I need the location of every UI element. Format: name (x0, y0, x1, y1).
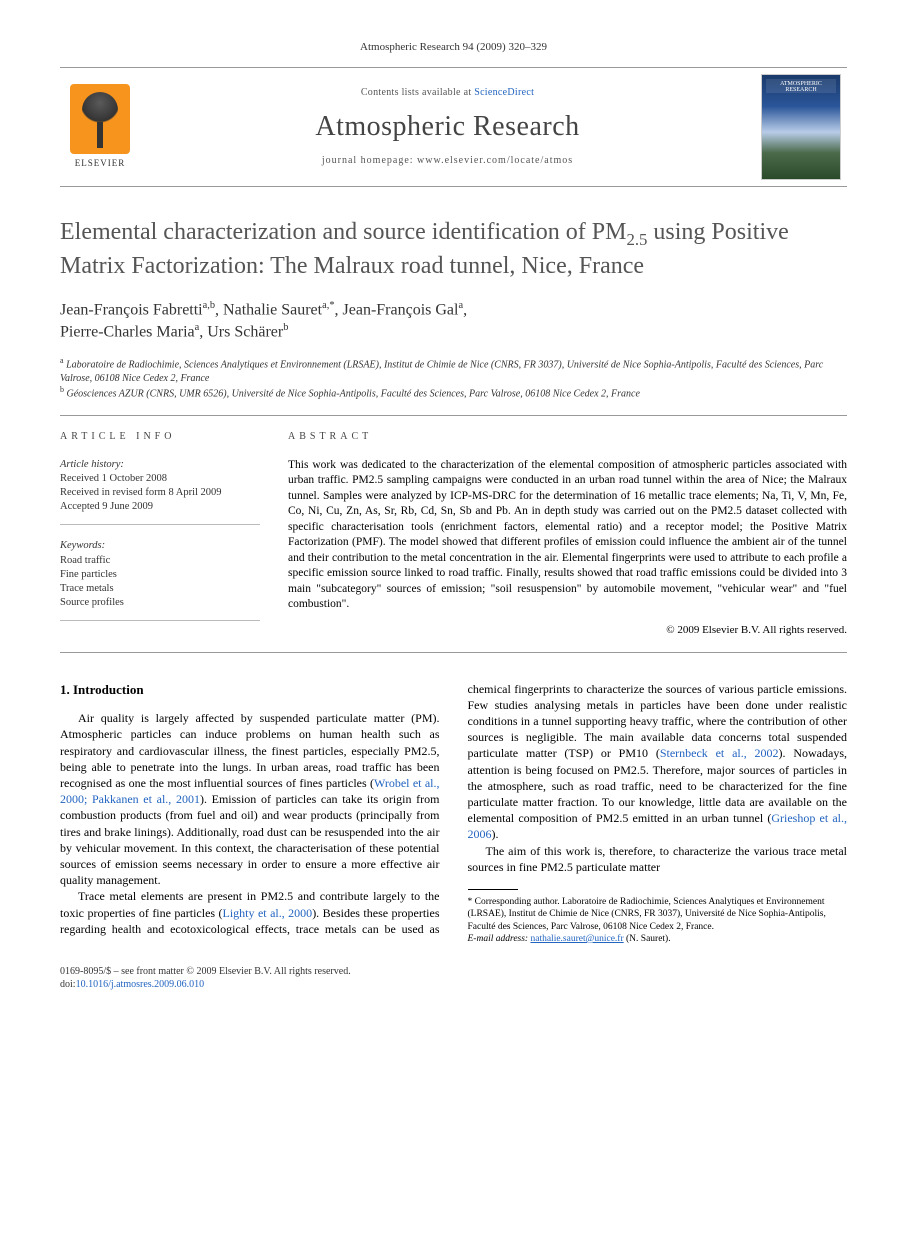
corresponding-author-footnote: * Corresponding author. Laboratoire de R… (468, 896, 848, 945)
author-affil-sup: a,b (203, 300, 215, 311)
author: Urs Schärer (207, 324, 283, 341)
running-header: Atmospheric Research 94 (2009) 320–329 (60, 40, 847, 55)
doi-label: doi: (60, 979, 76, 990)
divider (60, 652, 847, 653)
page-footer: 0169-8095/$ – see front matter © 2009 El… (60, 965, 847, 991)
affiliation: a Laboratoire de Radiochimie, Sciences A… (60, 356, 847, 385)
keyword: Source profiles (60, 596, 260, 610)
author: Pierre-Charles Maria (60, 324, 195, 341)
body-paragraph: Air quality is largely affected by suspe… (60, 710, 440, 888)
author-affil-sup: a (458, 300, 463, 311)
body-paragraph: The aim of this work is, therefore, to c… (468, 843, 848, 875)
footnote-email-label: E-mail address: (468, 934, 531, 944)
cover-label: ATMOSPHERIC RESEARCH (762, 79, 840, 96)
footnote-star: * (468, 897, 473, 907)
footnote-email-who: (N. Sauret). (624, 934, 671, 944)
corresponding-email-link[interactable]: nathalie.sauret@unice.fr (530, 934, 623, 944)
affil-sup: b (60, 385, 64, 394)
footnote-separator (468, 889, 518, 890)
copyright-line: © 2009 Elsevier B.V. All rights reserved… (288, 623, 847, 638)
affil-sup: a (60, 356, 64, 365)
masthead: ELSEVIER Contents lists available at Sci… (60, 67, 847, 187)
author-affil-sup: a,* (322, 300, 334, 311)
elsevier-logo: ELSEVIER (60, 68, 140, 186)
journal-name: Atmospheric Research (140, 108, 755, 146)
abstract-text: This work was dedicated to the character… (288, 458, 847, 613)
body-text: ). Emission of particles can take its or… (60, 792, 440, 887)
author: Jean-François Gal (343, 301, 459, 318)
history-line: Accepted 9 June 2009 (60, 500, 260, 514)
divider (60, 415, 847, 416)
citation-link[interactable]: Lighty et al., 2000 (223, 906, 313, 920)
homepage-url[interactable]: www.elsevier.com/locate/atmos (417, 155, 573, 166)
history-header: Article history: (60, 458, 260, 472)
doi-line: doi:10.1016/j.atmosres.2009.06.010 (60, 978, 847, 991)
author-list: Jean-François Fabrettia,b, Nathalie Saur… (60, 299, 847, 344)
affiliations: a Laboratoire de Radiochimie, Sciences A… (60, 356, 847, 401)
contents-available-line: Contents lists available at ScienceDirec… (140, 86, 755, 100)
masthead-center: Contents lists available at ScienceDirec… (140, 68, 755, 186)
affiliation: b Géosciences AZUR (CNRS, UMR 6526), Uni… (60, 385, 847, 401)
article-info-label: ARTICLE INFO (60, 430, 260, 444)
homepage-prefix: journal homepage: (322, 155, 417, 166)
journal-cover-thumbnail: ATMOSPHERIC RESEARCH (761, 74, 841, 180)
article-history-block: Article history: Received 1 October 2008… (60, 458, 260, 526)
body-two-column: 1. Introduction Air quality is largely a… (60, 681, 847, 946)
keyword: Trace metals (60, 582, 260, 596)
section-heading-introduction: 1. Introduction (60, 681, 440, 699)
footnote-corr-label: Corresponding author. (475, 897, 562, 907)
keyword: Fine particles (60, 568, 260, 582)
citation-link[interactable]: Sternbeck et al., 2002 (660, 746, 779, 760)
keyword: Road traffic (60, 554, 260, 568)
sciencedirect-link[interactable]: ScienceDirect (474, 87, 534, 98)
keywords-block: Keywords: Road traffic Fine particles Tr… (60, 539, 260, 621)
elsevier-tree-icon (70, 84, 130, 154)
history-line: Received 1 October 2008 (60, 472, 260, 486)
article-info-column: ARTICLE INFO Article history: Received 1… (60, 430, 260, 638)
info-abstract-row: ARTICLE INFO Article history: Received 1… (60, 430, 847, 638)
affil-text: Géosciences AZUR (CNRS, UMR 6526), Unive… (67, 389, 640, 400)
title-subscript: 2.5 (626, 230, 647, 249)
contents-prefix: Contents lists available at (361, 87, 474, 98)
abstract-column: ABSTRACT This work was dedicated to the … (288, 430, 847, 638)
article-title: Elemental characterization and source id… (60, 217, 847, 281)
elsevier-label: ELSEVIER (75, 157, 126, 169)
journal-homepage-line: journal homepage: www.elsevier.com/locat… (140, 154, 755, 168)
front-matter-line: 0169-8095/$ – see front matter © 2009 El… (60, 965, 847, 978)
history-line: Received in revised form 8 April 2009 (60, 486, 260, 500)
author-affil-sup: b (283, 322, 288, 333)
abstract-label: ABSTRACT (288, 430, 847, 444)
title-part1: Elemental characterization and source id… (60, 219, 626, 245)
author: Nathalie Sauret (223, 301, 322, 318)
keywords-header: Keywords: (60, 539, 260, 553)
author: Jean-François Fabretti (60, 301, 203, 318)
body-text: ). (492, 827, 499, 841)
author-affil-sup: a (195, 322, 200, 333)
affil-text: Laboratoire de Radiochimie, Sciences Ana… (60, 359, 823, 384)
doi-link[interactable]: 10.1016/j.atmosres.2009.06.010 (76, 979, 205, 990)
